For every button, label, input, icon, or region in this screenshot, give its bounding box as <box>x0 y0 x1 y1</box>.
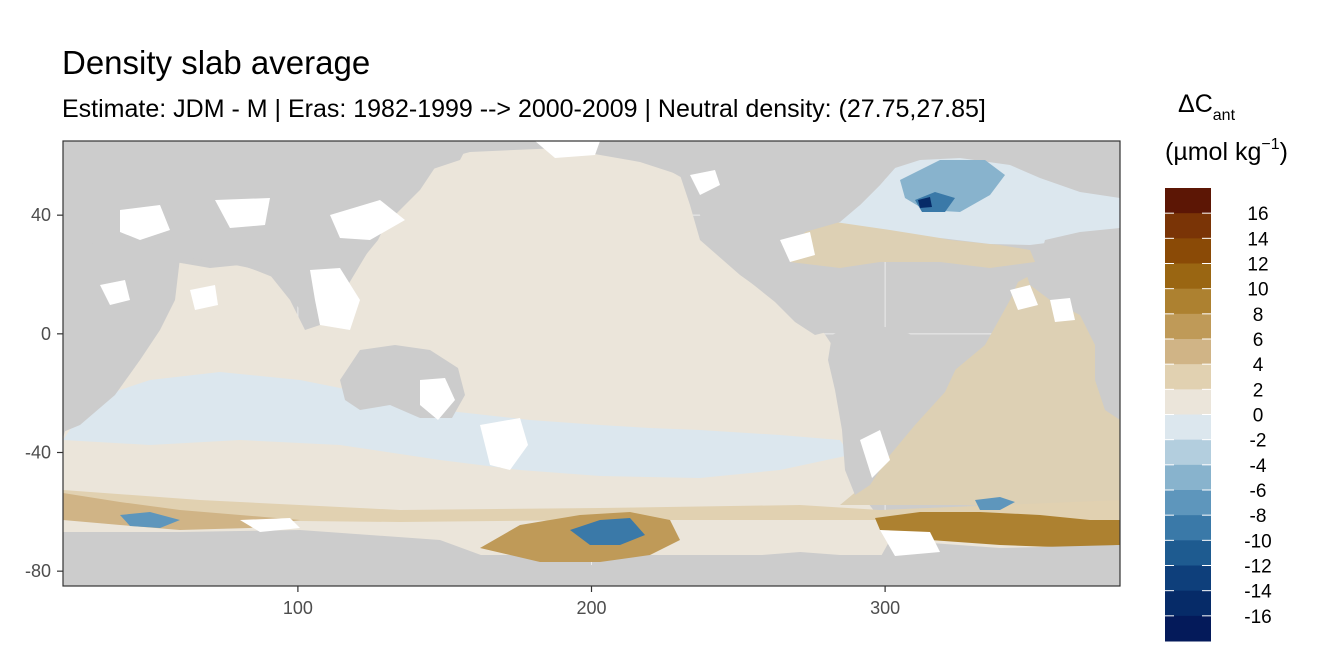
x-tick-label: 100 <box>283 598 313 618</box>
legend-label: 12 <box>1247 255 1268 276</box>
x-tick-label: 200 <box>576 598 606 618</box>
chart-subtitle: Estimate: JDM - M | Eras: 1982-1999 --> … <box>62 95 986 123</box>
legend-label: 6 <box>1253 330 1264 351</box>
land-south-america <box>828 322 960 495</box>
ocean-weddell-neg <box>975 497 1015 510</box>
ocean-weddell <box>875 512 1120 548</box>
y-tick-label: 0 <box>41 324 51 344</box>
ocean-indian-antarctic-neg <box>120 512 180 528</box>
chart-title: Density slab average <box>62 44 370 81</box>
legend-unit-exponent: −1 <box>1261 136 1279 153</box>
land-europe-africa <box>1025 228 1120 420</box>
legend-title: ΔCant <box>1178 90 1236 124</box>
land-greenland <box>1000 141 1120 190</box>
legend-label: 14 <box>1247 229 1269 250</box>
legend-swatch <box>1165 238 1211 264</box>
land-north-america <box>540 141 900 335</box>
legend-swatch <box>1165 339 1211 365</box>
legend-labels: 16 14 12 10 8 6 4 2 0 -2 -4 -6 -8 -10 -12 -14 -16 <box>1244 204 1272 628</box>
legend-unit-base: (µmol kg <box>1165 138 1261 166</box>
legend-label: 10 <box>1247 280 1268 301</box>
legend-swatch <box>1165 313 1211 340</box>
legend-label: -10 <box>1244 531 1271 552</box>
legend-swatch <box>1165 439 1211 466</box>
legend-label: 2 <box>1253 380 1264 401</box>
legend-swatch <box>1165 213 1211 239</box>
legend-label: -2 <box>1250 431 1267 452</box>
land-antarctica <box>63 530 1120 586</box>
legend-unit: (µmol kg−1) <box>1165 136 1288 166</box>
legend-swatch <box>1165 288 1211 315</box>
legend-swatch <box>1165 490 1211 516</box>
ocean-pacific-indian <box>63 148 1120 555</box>
ocean-north-atlantic-east <box>790 222 1035 268</box>
y-tick-label: 40 <box>31 205 51 225</box>
ocean-indian-antarctic <box>63 493 300 530</box>
ocean-southern-band <box>63 490 1120 522</box>
legend-label: 0 <box>1253 406 1264 427</box>
legend-title-subscript: ant <box>1213 107 1236 124</box>
legend-unit-close: ) <box>1280 138 1288 166</box>
ocean-labrador-deep <box>918 197 932 208</box>
legend-label: -12 <box>1244 557 1271 578</box>
legend-swatch <box>1165 389 1211 415</box>
legend: ΔCant (µmol kg−1) 16 14 12 10 8 6 4 2 0 -2 -4 -6 -8 -… <box>1165 90 1288 642</box>
x-tick-label: 300 <box>870 598 900 618</box>
legend-label: -4 <box>1250 456 1267 477</box>
y-tick-label: -40 <box>25 443 51 463</box>
legend-swatch <box>1165 590 1211 617</box>
ocean-atlantic <box>840 255 1120 508</box>
legend-label: 8 <box>1253 305 1264 326</box>
legend-swatch <box>1165 615 1211 642</box>
legend-label: 4 <box>1253 355 1264 376</box>
legend-title-main: ΔC <box>1178 90 1213 118</box>
legend-label: -6 <box>1250 481 1267 502</box>
y-tick-label: -80 <box>25 561 51 581</box>
missing-data-areas <box>100 141 1075 556</box>
land-africa <box>63 240 180 432</box>
legend-label: -16 <box>1244 607 1271 628</box>
legend-swatch <box>1165 414 1211 441</box>
legend-label: 16 <box>1247 204 1268 225</box>
legend-swatch <box>1165 464 1211 491</box>
map-panel <box>63 141 1120 586</box>
land-asia <box>63 141 470 310</box>
legend-swatch <box>1165 263 1211 290</box>
legend-swatch <box>1165 515 1211 541</box>
ocean-indian-south <box>63 372 850 478</box>
ocean-ross-neg <box>570 518 645 545</box>
legend-swatch <box>1165 188 1211 214</box>
legend-swatch <box>1165 540 1211 566</box>
legend-label: -14 <box>1244 582 1272 603</box>
legend-label: -8 <box>1250 506 1267 527</box>
legend-swatch <box>1165 364 1211 390</box>
legend-colorbar <box>1165 188 1211 642</box>
legend-swatch <box>1165 565 1211 592</box>
